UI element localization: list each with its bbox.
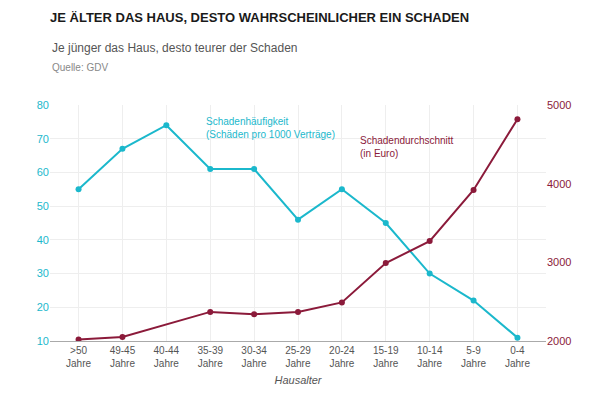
- svg-text:40-44Jahre: 40-44Jahre: [154, 345, 180, 369]
- svg-text:25-29Jahre: 25-29Jahre: [285, 345, 311, 369]
- svg-text:5-9Jahre: 5-9Jahre: [461, 345, 486, 369]
- svg-text:70: 70: [37, 133, 49, 145]
- svg-text:2000: 2000: [547, 335, 571, 347]
- svg-text:15-19Jahre: 15-19Jahre: [373, 345, 399, 369]
- svg-text:10-14Jahre: 10-14Jahre: [417, 345, 443, 369]
- svg-text:20-24Jahre: 20-24Jahre: [329, 345, 355, 369]
- svg-text:Je jünger das Haus, desto teur: Je jünger das Haus, desto teurer der Sch…: [52, 41, 297, 55]
- svg-text:4000: 4000: [547, 178, 571, 190]
- svg-text:80: 80: [37, 99, 49, 111]
- svg-text:Schadendurchschnitt(in Euro): Schadendurchschnitt(in Euro): [360, 135, 454, 159]
- svg-text:10: 10: [37, 335, 49, 347]
- svg-text:>50Jahre: >50Jahre: [66, 345, 91, 369]
- svg-text:30: 30: [37, 267, 49, 279]
- svg-text:0-4Jahre: 0-4Jahre: [505, 345, 530, 369]
- svg-text:40: 40: [37, 234, 49, 246]
- svg-text:50: 50: [37, 200, 49, 212]
- svg-text:20: 20: [37, 301, 49, 313]
- svg-text:Hausalter: Hausalter: [274, 374, 322, 386]
- svg-text:60: 60: [37, 166, 49, 178]
- svg-text:3000: 3000: [547, 256, 571, 268]
- svg-text:JE ÄLTER DAS HAUS, DESTO WAHRS: JE ÄLTER DAS HAUS, DESTO WAHRSCHEINLICHE…: [50, 10, 469, 25]
- svg-text:Schadenhäufigkeit(Schäden pro: Schadenhäufigkeit(Schäden pro 1000 Vertr…: [206, 116, 335, 140]
- svg-text:Quelle: GDV: Quelle: GDV: [52, 62, 108, 73]
- svg-text:30-34Jahre: 30-34Jahre: [241, 345, 267, 369]
- svg-text:5000: 5000: [547, 99, 571, 111]
- svg-text:49-45Jahre: 49-45Jahre: [110, 345, 136, 369]
- svg-text:35-39Jahre: 35-39Jahre: [197, 345, 223, 369]
